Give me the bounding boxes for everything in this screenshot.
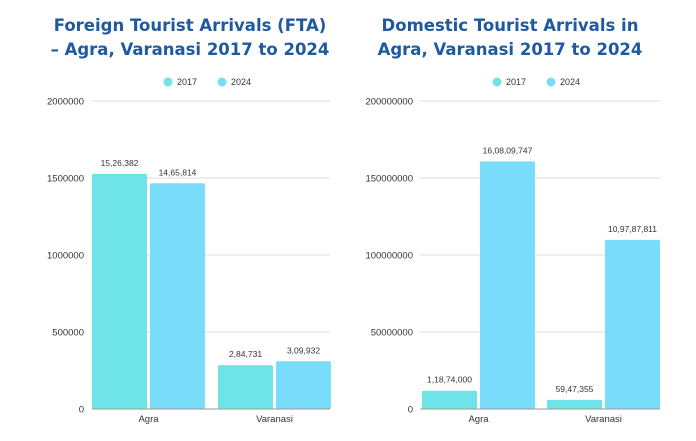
chart-title-line-2: Agra, Varanasi 2017 to 2024: [378, 40, 643, 59]
data-label-varanasi-2024: 3,09,932: [287, 345, 320, 355]
legend-label-2024: 2024: [231, 77, 251, 87]
legend-swatch-2017: [492, 77, 502, 87]
bar-agra-2017: [422, 390, 477, 409]
data-label-agra-2024: 14,65,814: [159, 167, 197, 177]
bar-varanasi-2017: [547, 399, 602, 409]
legend-label-2024: 2024: [560, 77, 580, 87]
data-label-varanasi-2017: 2,84,731: [229, 349, 262, 359]
legend-swatch-2024: [546, 77, 556, 87]
y-tick-label: 500000: [52, 328, 84, 339]
x-tick-label: Varanasi: [585, 414, 622, 425]
chart-title-line-1: Domestic Tourist Arrivals in: [382, 16, 639, 35]
bar-varanasi-2024: [605, 239, 660, 409]
y-tick-label: 0: [408, 405, 413, 416]
bar-agra-2024: [480, 161, 535, 409]
chart-title-line-1: Foreign Tourist Arrivals (FTA): [54, 16, 327, 35]
data-label-agra-2024: 16,08,09,747: [483, 145, 533, 155]
bar-agra-2017: [92, 173, 147, 409]
legend-swatch-2017: [163, 77, 173, 87]
y-tick-label: 1000000: [47, 251, 84, 262]
x-tick-label: Agra: [468, 414, 489, 425]
y-tick-label: 150000000: [365, 174, 413, 185]
y-tick-label: 100000000: [365, 251, 413, 262]
bar-agra-2024: [150, 183, 205, 409]
bar-varanasi-2017: [218, 365, 273, 409]
domestic-chart: Domestic Tourist Arrivals in Agra, Varana…: [365, 16, 660, 425]
x-tick-label: Varanasi: [256, 414, 293, 425]
y-tick-label: 50000000: [371, 328, 413, 339]
x-tick-label: Agra: [138, 414, 159, 425]
legend-label-2017: 2017: [506, 77, 526, 87]
chart-title-line-2: – Agra, Varanasi 2017 to 2024: [51, 40, 330, 59]
y-tick-label: 0: [79, 405, 84, 416]
y-tick-label: 200000000: [365, 97, 413, 108]
data-label-varanasi-2017: 59,47,355: [556, 384, 594, 394]
fta-chart: Foreign Tourist Arrivals (FTA) – Agra, Va…: [47, 16, 331, 425]
legend-swatch-2024: [217, 77, 227, 87]
legend-label-2017: 2017: [177, 77, 197, 87]
data-label-agra-2017: 1,18,74,000: [427, 375, 472, 385]
y-tick-label: 1500000: [47, 174, 84, 185]
data-label-varanasi-2024: 10,97,87,811: [608, 224, 657, 234]
y-tick-label: 2000000: [47, 97, 84, 108]
data-label-agra-2017: 15,26,382: [101, 158, 139, 168]
bar-varanasi-2024: [276, 361, 331, 409]
